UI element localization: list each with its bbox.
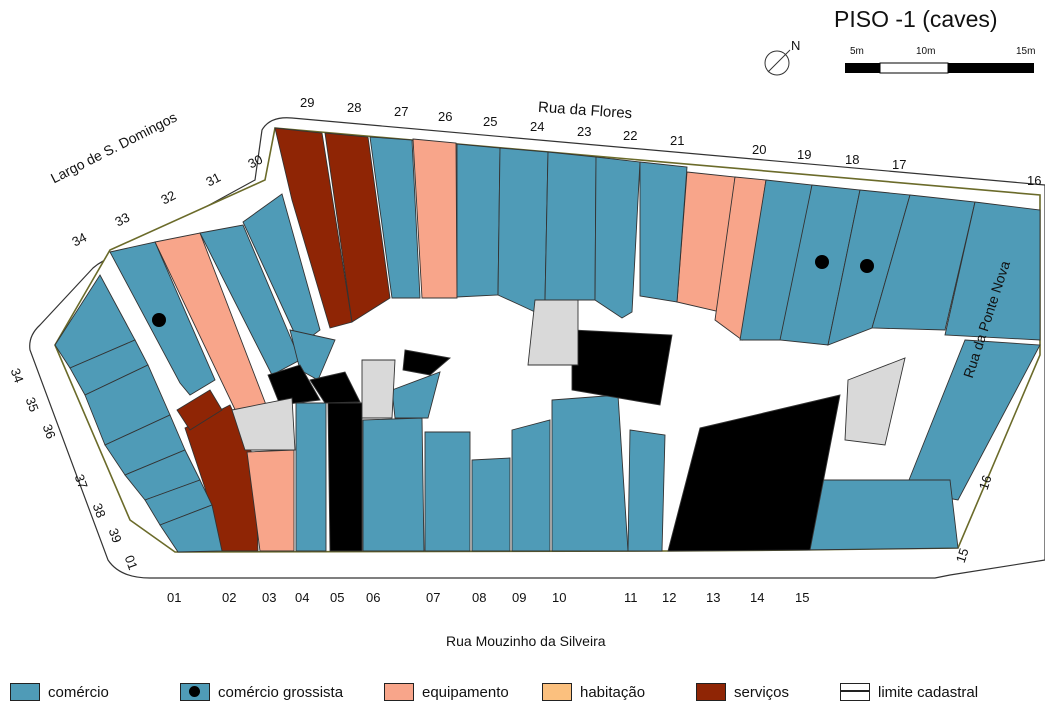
parcel-28 [324, 132, 391, 323]
parcel-small-blue2 [391, 371, 441, 419]
parcel-grey-c [844, 357, 906, 446]
legend-swatch [384, 683, 414, 701]
parcel-16c [904, 339, 1041, 501]
parcel-21b [639, 161, 688, 303]
parcel-23 [544, 151, 597, 301]
scale-label-5: 5m [850, 46, 864, 57]
parcel-03 [246, 449, 295, 552]
legend-label: serviços [734, 683, 790, 701]
parcel-07 [424, 431, 471, 552]
door-number: 06 [366, 590, 381, 605]
door-number: 13 [706, 590, 721, 605]
door-number: 29 [300, 95, 315, 110]
door-number: 01 [167, 590, 182, 605]
legend: comércio comércio grossista equipamento … [0, 680, 1045, 704]
parcel-09 [511, 419, 551, 552]
door-number: 26 [438, 109, 453, 124]
parcel-black-c [402, 349, 452, 376]
street-rua-mouzinho: Rua Mouzinho da Silveira [446, 633, 606, 649]
parcel-25 [456, 143, 501, 298]
map-title: PISO -1 (caves) [834, 6, 998, 32]
door-number: 07 [426, 590, 441, 605]
scale-bar [845, 62, 1034, 74]
parcel-06 [362, 417, 425, 552]
parcel-05 [327, 402, 363, 552]
legend-label: limite cadastral [878, 683, 979, 701]
door-number: 11 [624, 590, 638, 605]
door-number: 02 [222, 590, 237, 605]
parcel-39 [159, 504, 223, 553]
parcel-30 [242, 193, 321, 346]
door-number: 08 [472, 590, 487, 605]
parcel-08 [471, 457, 511, 552]
legend-label: comércio [48, 683, 109, 701]
parcel-grey-b [231, 397, 296, 451]
parcel-16a [871, 194, 976, 331]
door-number: 16 [1027, 173, 1042, 188]
door-number: 04 [295, 590, 310, 605]
parcel-15 [797, 479, 959, 551]
door-number: 28 [347, 100, 362, 115]
legend-swatch [180, 683, 210, 701]
parcel-black-a [267, 364, 321, 406]
door-number: 15 [795, 590, 810, 605]
parcel-04 [295, 402, 327, 552]
door-number: 10 [552, 590, 567, 605]
compass-label: N [791, 38, 801, 53]
door-number: 23 [577, 124, 592, 139]
legend-item-limite: limite cadastral [840, 680, 978, 704]
parcel-black-b [309, 371, 361, 404]
legend-item-equipamento: equipamento [384, 680, 509, 704]
parcel-22 [594, 156, 641, 319]
parcel-02-service [184, 404, 259, 552]
wholesale-marker [860, 259, 874, 273]
door-number: 12 [662, 590, 677, 605]
parcel-black-d [571, 329, 673, 406]
legend-swatch [10, 683, 40, 701]
legend-label: habitação [580, 683, 646, 701]
parcel-black-e [667, 394, 841, 552]
parcel-grey-d [361, 359, 396, 419]
compass-icon [764, 50, 790, 76]
door-number: 22 [623, 128, 638, 143]
door-number: 05 [330, 590, 345, 605]
parcel-24 [497, 147, 549, 313]
wholesale-marker [152, 313, 166, 327]
door-number: 19 [797, 147, 812, 162]
parcel-small-service [176, 389, 223, 431]
door-number: 21 [670, 133, 685, 148]
parcel-grey-a [527, 299, 579, 366]
parcel-11 [627, 429, 666, 552]
door-number: 24 [530, 119, 545, 134]
door-number: 17 [892, 157, 907, 172]
legend-swatch [840, 683, 870, 701]
door-number: 25 [483, 114, 498, 129]
parcel-10 [551, 394, 629, 552]
scale-label-15: 15m [1016, 46, 1036, 57]
scale-label-10: 10m [916, 46, 936, 57]
legend-item-comercio: comércio [10, 680, 109, 704]
parcel-26 [412, 138, 458, 299]
door-number: 27 [394, 104, 409, 119]
wholesale-marker [815, 255, 829, 269]
door-number: 18 [845, 152, 860, 167]
legend-swatch [696, 683, 726, 701]
legend-label: comércio grossista [218, 683, 344, 701]
legend-item-grossista: comércio grossista [180, 680, 343, 704]
legend-swatch [542, 683, 572, 701]
legend-item-habitacao: habitação [542, 680, 645, 704]
door-number: 20 [752, 142, 767, 157]
door-number: 14 [750, 590, 765, 605]
legend-item-servicos: serviços [696, 680, 789, 704]
street-outline [29, 117, 1045, 579]
parcel-29 [274, 127, 353, 329]
door-number: 03 [262, 590, 277, 605]
parcel-27 [369, 136, 421, 299]
parcel-16b [944, 201, 1041, 341]
door-number: 09 [512, 590, 527, 605]
legend-label: equipamento [422, 683, 509, 701]
